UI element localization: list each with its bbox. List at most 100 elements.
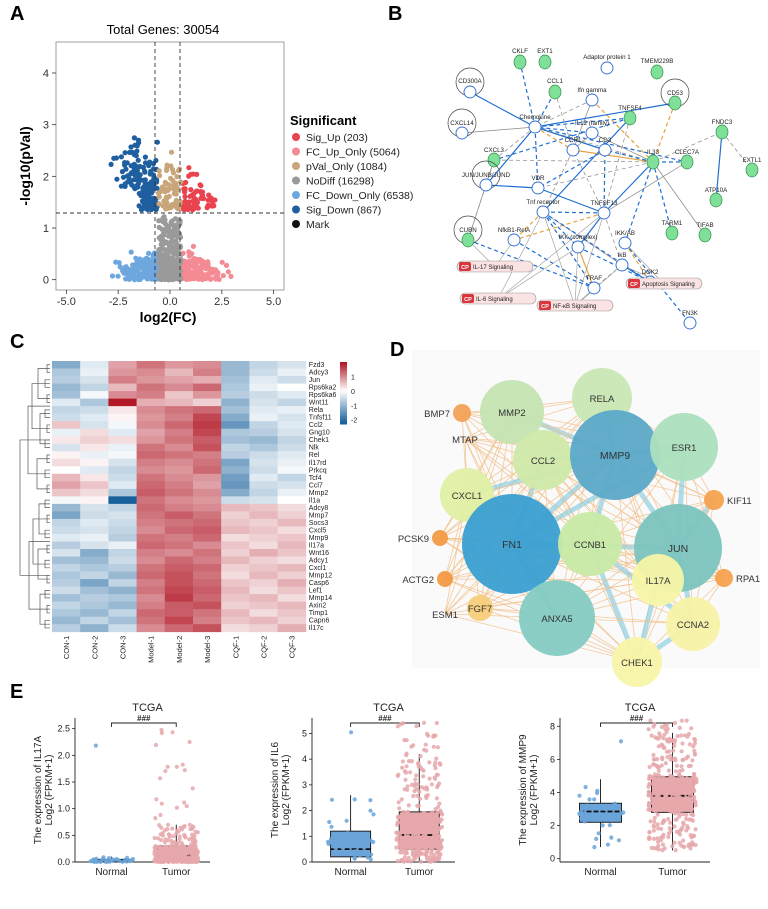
heatmap-row-label: Fzd3 [309,362,325,369]
boxplot-point [673,756,678,761]
heatmap-cell [193,594,222,603]
boxplot-point [433,733,438,738]
volcano-point [137,172,143,178]
ipa-edge [715,131,723,201]
boxplot-point [430,810,435,815]
boxplot-point [665,755,670,760]
ppi-node-label: CXCL1 [452,491,483,502]
volcano-point [122,150,128,156]
volcano-x-axis: -5.0 -2.5 0.0 2.5 5.0 [57,290,281,308]
volcano-point [153,206,159,212]
heatmap-cell [108,518,137,527]
heatmap-cell [249,518,278,527]
boxplot-point [652,815,657,821]
heatmap-cell [249,443,278,452]
volcano-point [158,264,164,270]
heatmap-row-label: Timp1 [309,610,328,617]
heatmap-cell [108,428,137,437]
boxplot-point [158,846,163,851]
boxplot-point [652,787,657,792]
boxplot-point [429,849,434,854]
ppi-node [570,410,660,500]
heatmap-cell [221,481,250,490]
volcano-ylabel: -log10(pVal) [17,126,33,205]
boxplot-point [663,761,668,766]
boxplot-point [683,789,688,794]
boxplot-point [686,786,692,791]
boxplot-panel: TCGA 0 2 4 6 8 The expression of MMP9 Log2 (FPK… [518,702,710,878]
heatmap-cell [221,541,250,550]
boxplot-point [125,855,130,861]
boxplot-point [596,831,601,836]
ppi-node-label: RPA1 [736,574,760,585]
heatmap-cell [193,436,222,445]
volcano-point [141,201,147,208]
ipa-node-complex [536,205,550,219]
ipa-node-label: TMEM229B [641,58,674,65]
ipa-node-label: NfkB1-RelA [498,227,531,234]
volcano-point [182,189,188,195]
heatmap-cell [164,556,194,565]
heatmap-cell [221,406,250,415]
heatmap-scale-step [340,384,347,388]
boxplot-sig-bracket [600,722,673,727]
boxplot-point [159,727,164,733]
heatmap-cell [277,391,307,399]
boxplot-point [189,832,195,837]
volcano-point [116,260,122,266]
boxplot-point [400,858,405,863]
boxplot-y-tick-label: 4 [302,754,307,764]
boxplot-point [404,838,409,844]
heatmap-row-label: Jun [309,377,320,384]
boxplot-point [426,733,431,738]
heatmap-cell [136,533,166,542]
ppi-node [480,380,544,444]
volcano-legend-swatch [292,191,300,199]
ipa-edge [603,149,606,214]
heatmap-cell [164,398,194,407]
heatmap-cell [80,376,109,384]
boxplot-point [349,730,354,735]
ipa-edge [493,126,536,161]
boxplot-point [104,858,109,863]
volcano-point [122,183,128,189]
ppi-node-label: MMP9 [600,450,630,462]
heatmap-row-label: Adcy1 [309,558,329,565]
volcano-point [157,248,163,254]
boxplot-point [165,853,170,858]
boxplot-point [665,726,670,731]
ppi-node-label: CCL2 [531,456,555,467]
boxplot-point [153,858,158,863]
boxplot-point [688,805,693,810]
heatmap-cell [277,368,307,377]
boxplot-ylabel-unit: Log2 (FPKM+1) [281,755,292,826]
boxplot-point [163,768,168,774]
heatmap-cell [249,624,278,633]
boxplot-point [664,723,669,728]
volcano-point [156,269,162,275]
heatmap-row-label: Wnt11 [309,400,329,407]
volcano-point [156,259,162,266]
volcano-point [195,205,201,211]
boxplot-point [686,779,691,785]
heatmap-cell [164,473,194,482]
boxplot-point [647,764,652,770]
heatmap-cell [221,466,250,475]
boxplot-point [155,849,160,854]
heatmap-scale-step [340,399,347,402]
heatmap-cell [249,503,278,512]
heatmap-cell [193,526,222,535]
volcano-point [162,189,168,195]
heatmap-cell [164,458,194,467]
ipa-node-label: CD300A [458,78,482,85]
volcano-plot: Total Genes: 30054 -5.0 -2.5 0.0 2.5 5.0 0 1 2… [17,22,413,325]
heatmap-cell [249,406,278,415]
volcano-point [207,203,213,209]
heatmap-cell [221,496,250,505]
boxplot-point [424,851,429,856]
heatmap-cell [277,466,307,475]
heatmap-cell [108,571,137,580]
heatmap-row-label: Wnt16 [309,550,329,557]
heatmap-cell [80,466,109,475]
volcano-point [206,192,212,198]
